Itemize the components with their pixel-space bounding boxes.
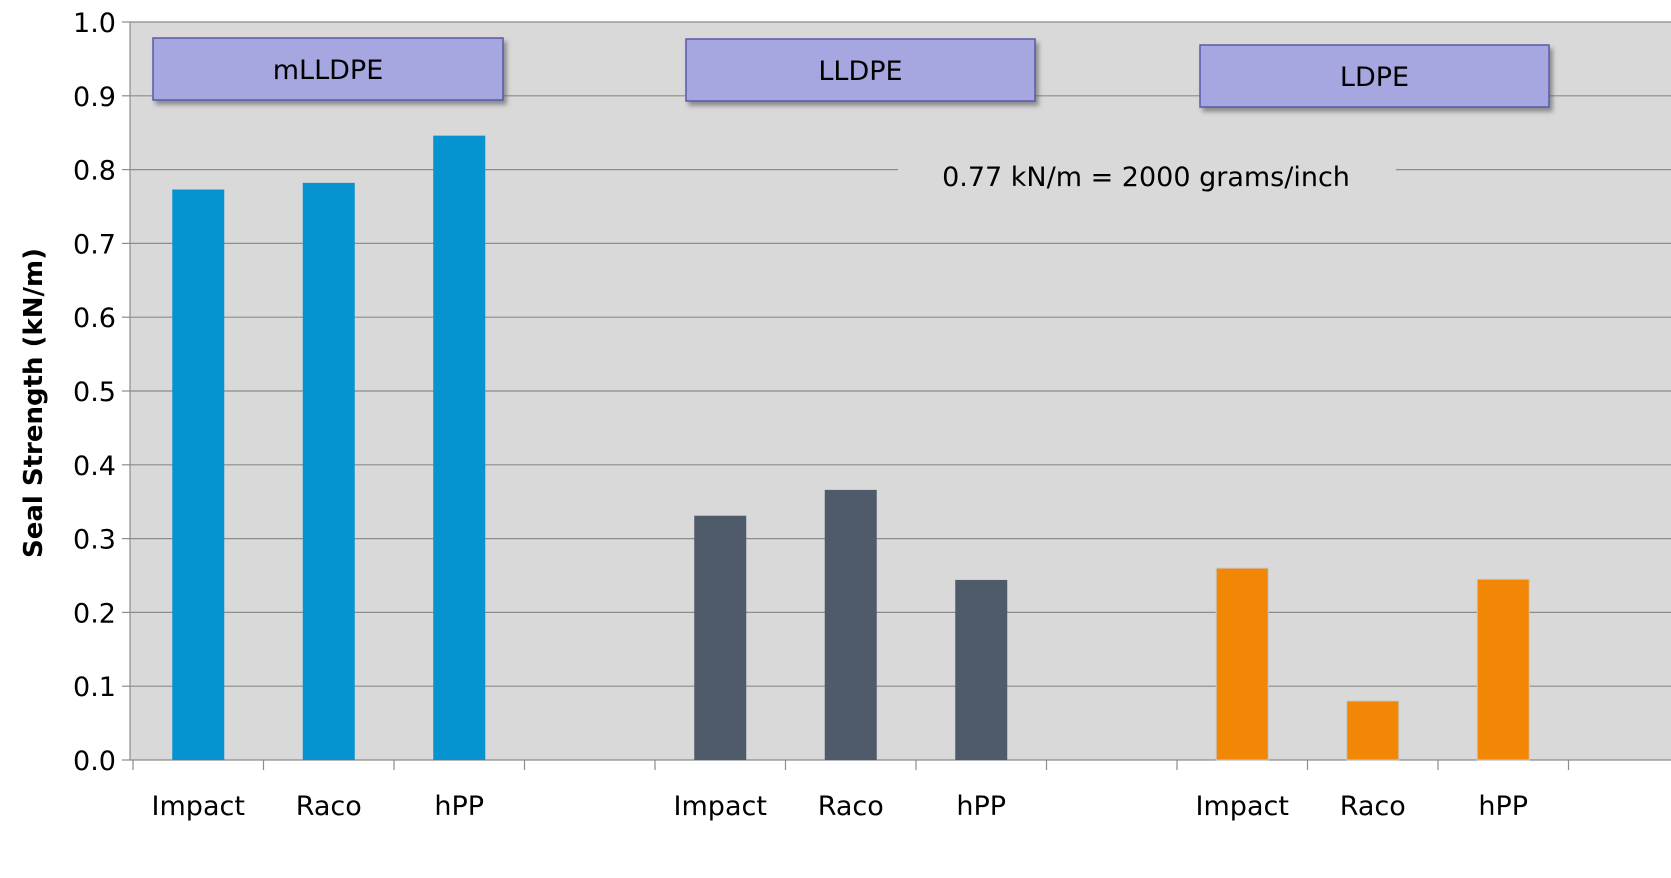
x-category-label: Raco [1340, 791, 1406, 822]
group-label-boxes: mLLDPE LLDPE LDPE [152, 37, 1550, 108]
annotation-group: 0.77 kN/m = 2000 grams/inch [898, 152, 1396, 198]
y-axis-ticks: 0.0 0.1 0.2 0.3 0.4 0.5 0.6 0.7 0.8 0.9 1.0 [73, 8, 131, 777]
y-tick-label: 0.9 [73, 82, 116, 113]
x-category-label: Raco [296, 791, 362, 822]
bar-ldpe-hpp [1476, 578, 1530, 761]
group-box-mlldpe [152, 37, 504, 101]
group-label-ldpe: LDPE [1340, 62, 1409, 93]
annotation-background [898, 152, 1396, 198]
y-tick-label: 0.6 [73, 303, 116, 334]
x-category-label: Impact [674, 791, 767, 822]
y-tick-label: 1.0 [73, 8, 116, 39]
y-axis-title: Seal Strength (kN/m) [19, 248, 49, 558]
x-category-label: Impact [1196, 791, 1289, 822]
group-label-mlldpe: mLLDPE [273, 55, 384, 86]
x-category-label: hPP [434, 791, 484, 822]
group-box-lldpe [685, 38, 1036, 102]
y-tick-label: 0.1 [73, 672, 116, 703]
x-category-label: hPP [956, 791, 1006, 822]
y-tick-label: 0.8 [73, 156, 116, 187]
bar-lldpe-hpp [955, 579, 1008, 760]
y-tick-label: 0.4 [73, 451, 116, 482]
y-tick-label: 0.7 [73, 229, 116, 260]
bar-mlldpe-raco [302, 182, 355, 760]
bar-ldpe-impact [1215, 567, 1269, 761]
y-tick-label: 0.3 [73, 525, 116, 556]
x-category-label: Impact [152, 791, 245, 822]
y-tick-label: 0.2 [73, 598, 116, 629]
x-axis: Impact Raco hPP Impact Raco hPP Impact Raco hPP [130, 759, 1671, 822]
group-box-ldpe [1199, 44, 1550, 108]
bar-lldpe-impact [694, 515, 747, 760]
bar-lldpe-raco [824, 489, 877, 760]
x-category-label: Raco [818, 791, 884, 822]
bars [172, 135, 1530, 761]
y-tick-label: 0.5 [73, 377, 116, 408]
group-label-lldpe: LLDPE [818, 56, 902, 87]
annotation-text: 0.77 kN/m = 2000 grams/inch [942, 162, 1350, 193]
x-category-label: hPP [1478, 791, 1528, 822]
bar-mlldpe-hpp [433, 135, 486, 761]
bar-ldpe-raco [1346, 700, 1400, 761]
y-tick-label: 0.0 [73, 746, 116, 777]
bar-mlldpe-impact [172, 189, 225, 760]
